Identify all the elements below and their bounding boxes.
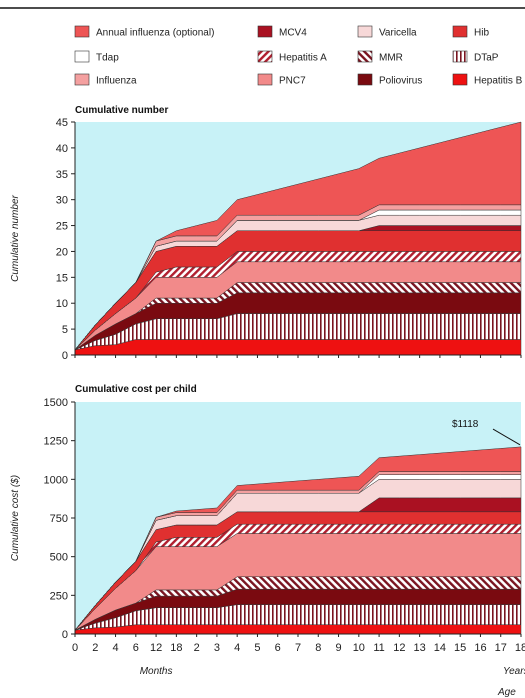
x-unit-months: Months xyxy=(140,666,173,677)
y-tick-label: 20 xyxy=(56,246,68,258)
y-tick-label: 40 xyxy=(56,143,68,155)
y-tick-label: 1250 xyxy=(44,436,68,448)
y-tick-label: 250 xyxy=(50,590,68,602)
x-tick-label: 16 xyxy=(474,642,486,654)
x-tick-label: 6 xyxy=(133,642,139,654)
x-tick-label: 13 xyxy=(414,642,426,654)
legend-swatch xyxy=(357,73,373,86)
legend: Annual influenza (optional) MCV4 Varicella… xyxy=(74,25,523,87)
total-cost-annotation: $1118 xyxy=(452,419,479,430)
x-tick-label: 7 xyxy=(295,642,301,654)
legend-label: PNC7 xyxy=(279,76,306,87)
legend-label: MCV4 xyxy=(279,28,307,39)
chart-title: Cumulative cost per child xyxy=(75,384,197,395)
legend-item-mmr: MMR xyxy=(357,50,403,64)
x-tick-label: 6 xyxy=(275,642,281,654)
x-tick-label: 14 xyxy=(434,642,446,654)
legend-item-varicella: Varicella xyxy=(357,25,417,39)
x-tick-label: 11 xyxy=(373,642,384,654)
y-tick-label: 15 xyxy=(56,272,68,284)
legend-swatch xyxy=(452,25,468,38)
cumulative-cost-chart: Cumulative cost per child Cumulative cost… xyxy=(10,384,522,641)
x-tick-label: 15 xyxy=(454,642,466,654)
legend-label: Influenza xyxy=(96,76,137,87)
area-flu_annual xyxy=(74,446,522,631)
chart-title: Cumulative number xyxy=(75,105,168,116)
legend-label: Annual influenza (optional) xyxy=(96,28,214,39)
legend-label: Hepatitis A xyxy=(279,53,327,64)
legend-item-mcv4: MCV4 xyxy=(257,25,307,39)
y-tick-label: 0 xyxy=(62,350,68,362)
legend-item-polio: Poliovirus xyxy=(357,73,422,87)
y-tick-label: 5 xyxy=(62,324,68,336)
y-tick-label: 30 xyxy=(56,195,68,207)
legend-item-flu: Influenza xyxy=(74,73,137,87)
legend-swatch xyxy=(452,50,468,63)
y-tick-label: 750 xyxy=(50,513,68,525)
legend-swatch xyxy=(357,50,373,63)
x-tick-label: 5 xyxy=(254,642,260,654)
x-tick-label: 10 xyxy=(353,642,365,654)
y-tick-label: 25 xyxy=(56,221,68,233)
area-hepb xyxy=(74,624,522,635)
x-tick-label: 2 xyxy=(92,642,98,654)
y-tick-label: 35 xyxy=(56,169,68,181)
legend-swatch xyxy=(257,25,273,38)
area-flu_annual xyxy=(74,121,522,350)
x-axis: 0 2 4 6 12 18 2 3 4 5 6 7 8 9 10 11 12 13 14 15 16 17 18 Months… xyxy=(72,642,525,698)
y-tick-label: 45 xyxy=(56,117,68,129)
legend-item-hepa: Hepatitis A xyxy=(257,50,327,64)
legend-label: Poliovirus xyxy=(379,76,422,87)
x-unit-years: Years xyxy=(503,666,525,677)
legend-item-hepb: Hepatitis B xyxy=(452,73,523,87)
legend-item-pnc7: PNC7 xyxy=(257,73,306,87)
legend-swatch xyxy=(74,73,90,86)
legend-item-tdap: Tdap xyxy=(74,50,119,64)
y-tick-label: 1500 xyxy=(44,397,68,409)
legend-swatch xyxy=(452,73,468,86)
legend-swatch xyxy=(74,25,90,38)
y-tick-label: 10 xyxy=(56,298,68,310)
legend-label: Tdap xyxy=(96,53,119,64)
legend-swatch xyxy=(74,50,90,63)
area-hepb xyxy=(74,339,522,356)
x-tick-label: 4 xyxy=(234,642,240,654)
legend-swatch xyxy=(257,73,273,86)
legend-label: Varicella xyxy=(379,28,417,39)
cumulative-number-chart: Cumulative number Cumulative number 0 5 10 15… xyxy=(10,105,522,362)
legend-item-hib: Hib xyxy=(452,25,489,39)
x-tick-label: 18 xyxy=(170,642,182,654)
legend-item-flu_annual: Annual influenza (optional) xyxy=(74,25,214,39)
legend-label: MMR xyxy=(379,53,403,64)
x-tick-label: 2 xyxy=(194,642,200,654)
legend-item-dtap: DTaP xyxy=(452,50,499,64)
x-tick-label: 9 xyxy=(335,642,341,654)
y-tick-label: 0 xyxy=(62,629,68,641)
legend-label: Hepatitis B xyxy=(474,76,523,87)
y-tick-label: 1000 xyxy=(44,474,68,486)
x-tick-label: 0 xyxy=(72,642,78,654)
y-axis-label: Cumulative number xyxy=(10,194,21,281)
legend-label: Hib xyxy=(474,28,489,39)
legend-swatch xyxy=(257,50,273,63)
x-tick-label: 4 xyxy=(112,642,118,654)
x-tick-label: 3 xyxy=(214,642,220,654)
x-axis-age-label: Age xyxy=(497,687,516,698)
x-tick-label: 17 xyxy=(495,642,507,654)
x-tick-label: 18 xyxy=(515,642,525,654)
legend-swatch xyxy=(357,25,373,38)
x-tick-label: 8 xyxy=(315,642,321,654)
x-tick-label: 12 xyxy=(150,642,162,654)
annotation-arrow xyxy=(492,428,521,446)
legend-label: DTaP xyxy=(474,53,499,64)
y-axis-label: Cumulative cost ($) xyxy=(10,475,21,561)
x-tick-label: 12 xyxy=(393,642,405,654)
y-tick-label: 500 xyxy=(50,552,68,564)
